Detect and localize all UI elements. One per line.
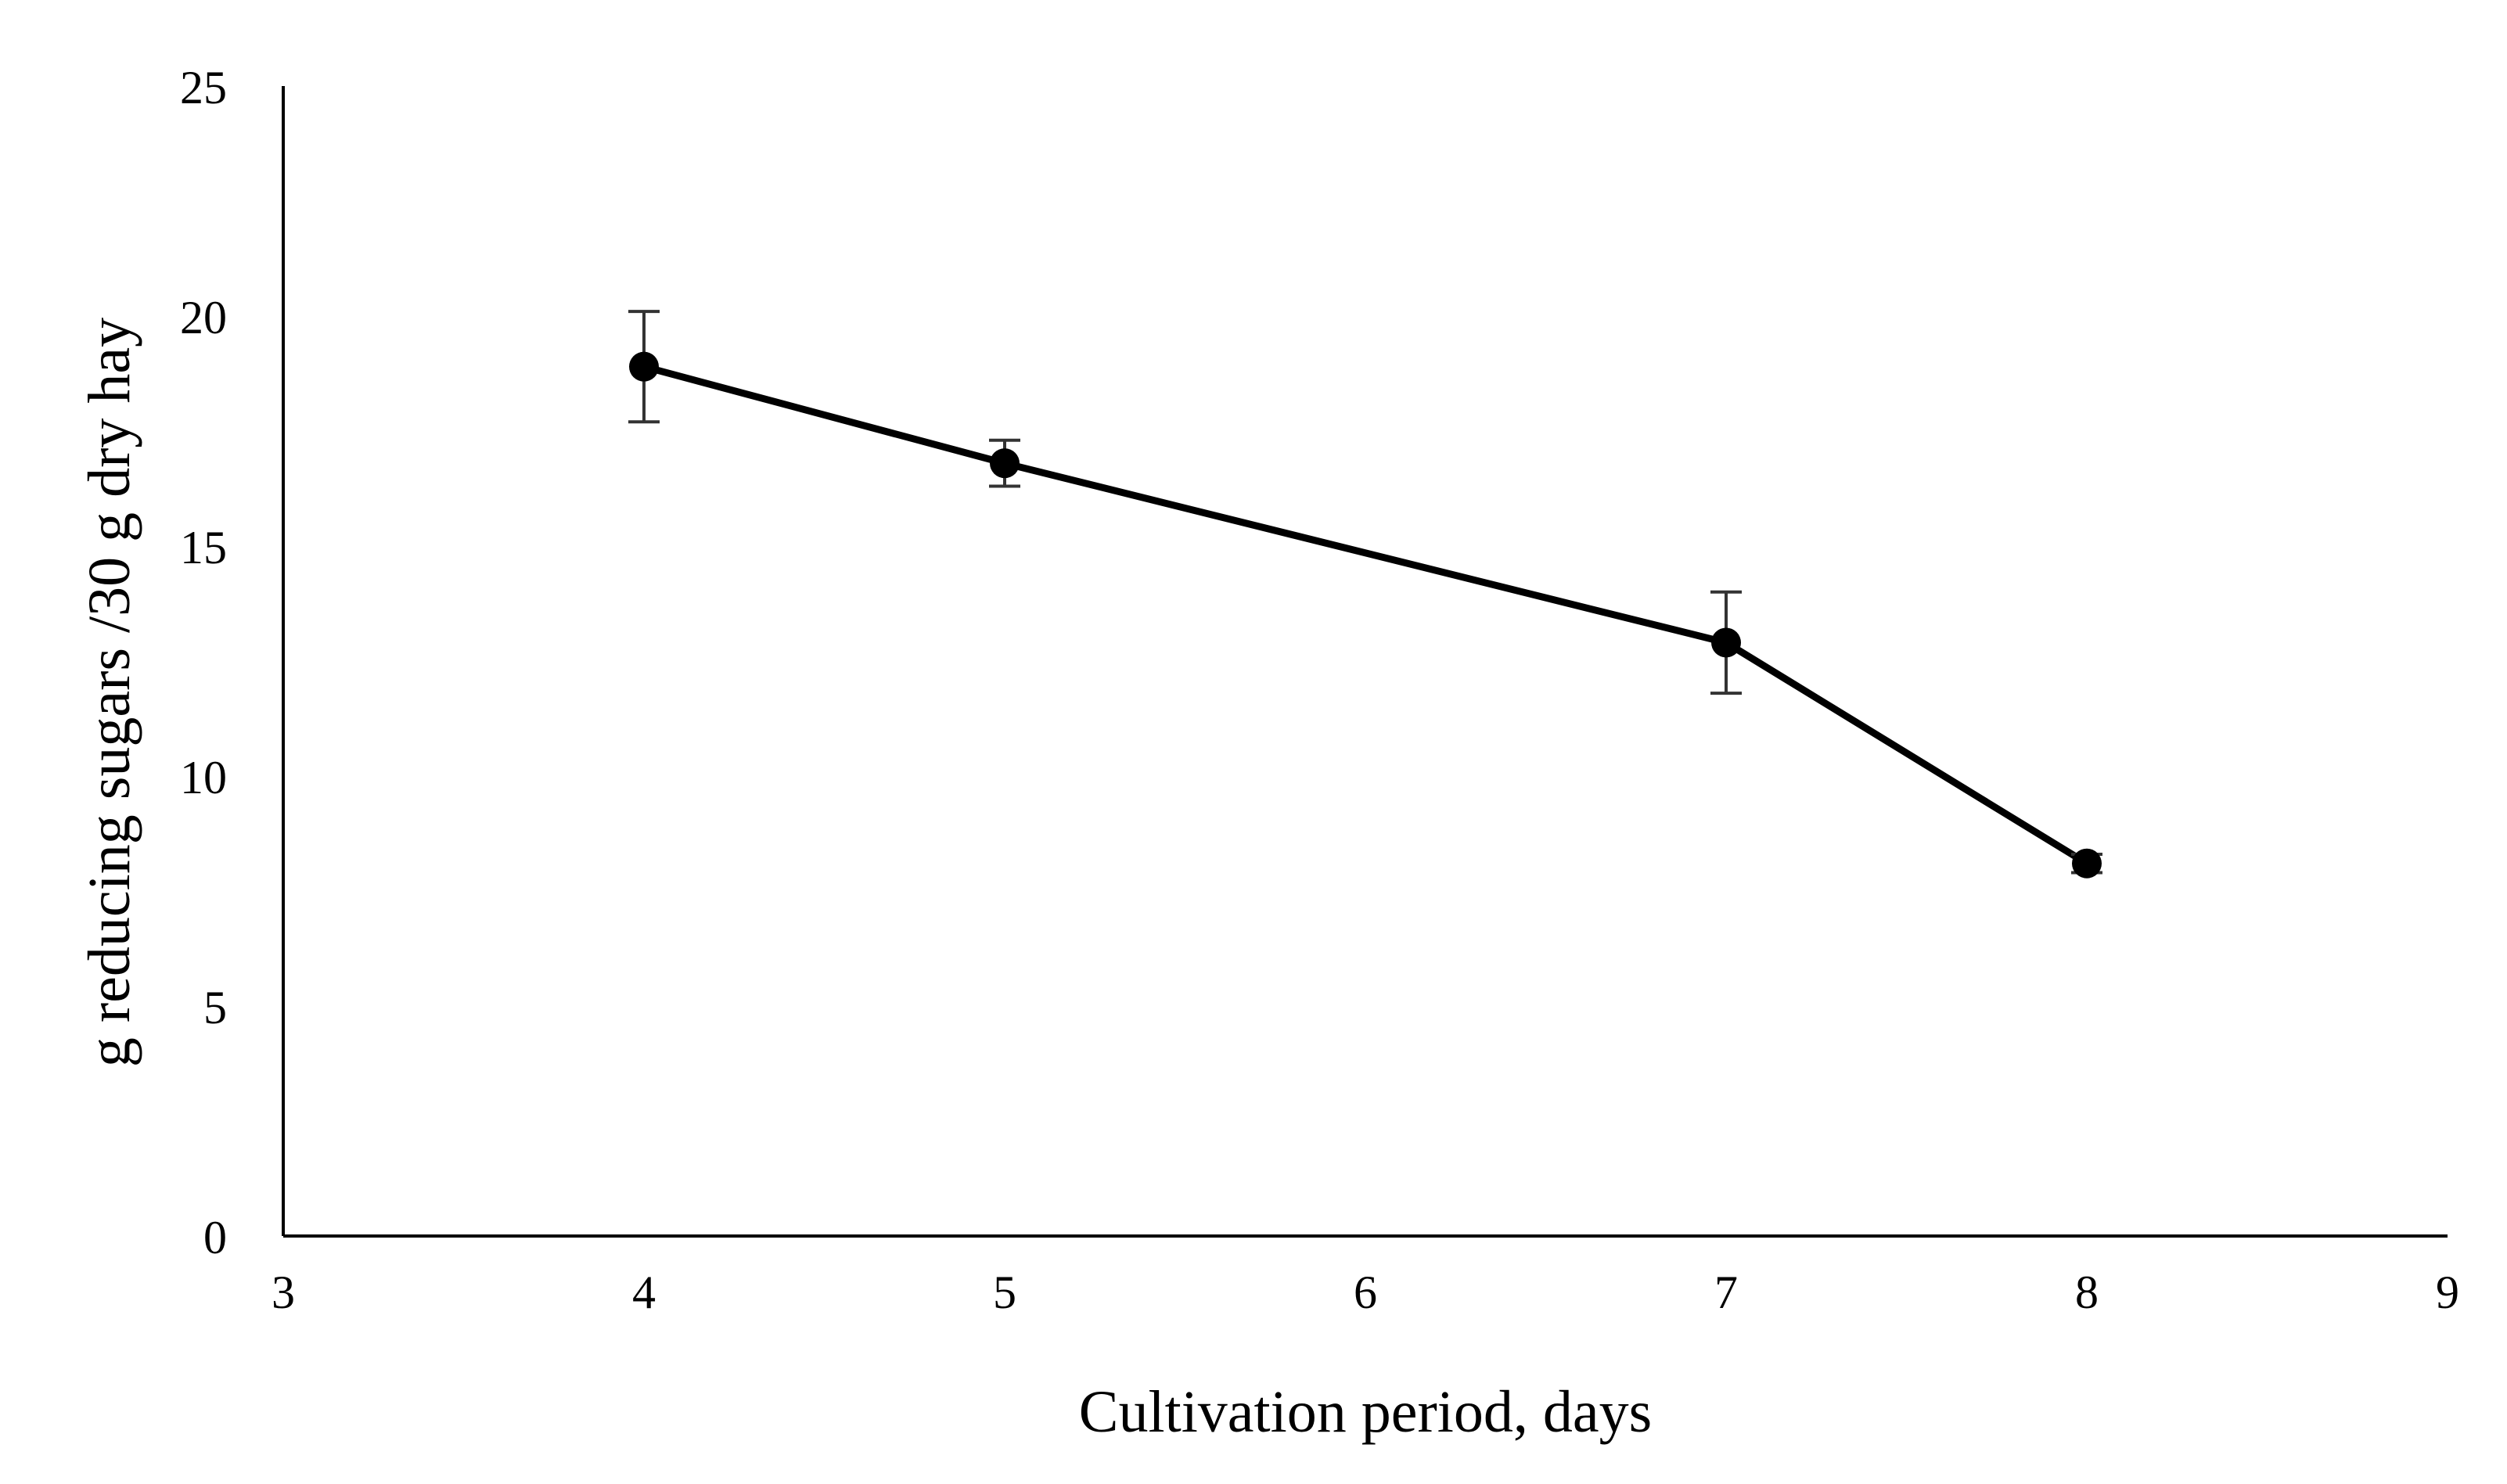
error-bars bbox=[628, 310, 2102, 875]
y-tick-label: 20 bbox=[180, 292, 227, 343]
y-tick-label: 25 bbox=[180, 62, 227, 113]
x-tick-label: 4 bbox=[632, 1267, 656, 1318]
series-line bbox=[642, 363, 2089, 867]
x-tick-label: 6 bbox=[1354, 1267, 1377, 1318]
x-tick-label: 3 bbox=[272, 1267, 295, 1318]
x-axis-title: Cultivation period, days bbox=[1079, 1379, 1652, 1445]
data-markers bbox=[629, 351, 2102, 879]
x-tick-labels: 3 4 5 6 7 8 9 bbox=[272, 1267, 2459, 1318]
x-tick-label: 7 bbox=[1714, 1267, 1738, 1318]
data-point bbox=[2072, 848, 2102, 879]
y-axis-title: g reducing sugars /30 g dry hay bbox=[77, 318, 142, 1067]
data-point bbox=[1711, 627, 1741, 658]
data-point bbox=[629, 351, 659, 382]
data-point bbox=[990, 448, 1020, 479]
y-tick-label: 15 bbox=[180, 522, 227, 573]
y-tick-label: 10 bbox=[180, 752, 227, 803]
x-tick-label: 8 bbox=[2075, 1267, 2099, 1318]
y-tick-label: 0 bbox=[203, 1212, 227, 1263]
plot-area bbox=[642, 363, 2089, 867]
x-tick-label: 9 bbox=[2436, 1267, 2459, 1318]
y-tick-label: 5 bbox=[203, 982, 227, 1033]
x-tick-label: 5 bbox=[993, 1267, 1016, 1318]
y-tick-labels: 0 5 10 15 20 25 bbox=[180, 62, 227, 1263]
